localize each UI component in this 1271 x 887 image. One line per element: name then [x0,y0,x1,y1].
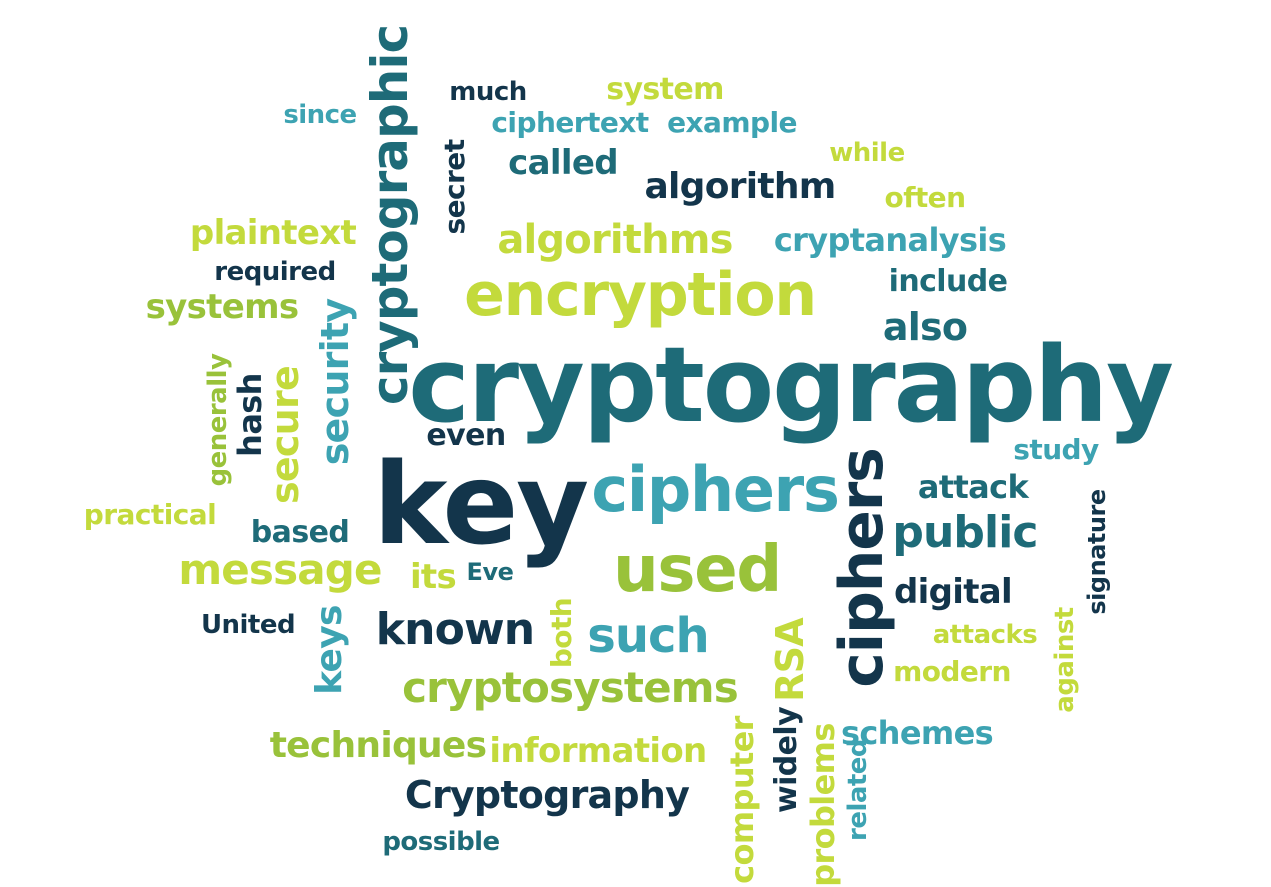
word-ciphers-horizontal: ciphers [591,453,840,526]
word-much: much [449,77,527,107]
word-its: its [409,557,457,597]
word-eve: Eve [466,558,514,586]
word-computer: computer [723,716,761,884]
word-possible: possible [382,827,500,857]
word-called: called [508,143,618,183]
word-known: known [375,604,535,655]
word-cryptanalysis: cryptanalysis [773,221,1007,259]
word-practical: practical [83,498,217,531]
word-include: include [888,264,1008,299]
word-problems: problems [804,723,842,887]
word-plaintext: plaintext [189,213,357,253]
word-widely: widely [769,706,804,814]
word-algorithms: algorithms [497,217,733,263]
word-used: used [613,533,782,607]
word-cryptography-capitalized: Cryptography [404,773,690,817]
word-ciphertext: ciphertext [491,106,649,139]
word-such: such [587,608,709,664]
word-public: public [892,507,1038,558]
word-also: also [882,305,968,349]
word-secure: secure [263,366,307,504]
word-example: example [667,106,797,139]
word-cryptography-large: cryptography [408,324,1174,446]
word-often: often [884,181,966,214]
word-digital: digital [893,572,1013,612]
word-security: security [313,298,357,466]
word-key: key [373,440,589,570]
word-modern: modern [893,655,1011,688]
word-information: information [489,731,707,771]
word-message: message [178,545,382,594]
word-systems: systems [145,287,300,327]
word-cryptographic: cryptographic [361,24,419,406]
word-generally: generally [203,353,233,487]
word-attacks: attacks [932,620,1038,650]
word-signature: signature [1083,489,1111,615]
word-algorithm: algorithm [644,166,836,207]
word-encryption: encryption [464,260,817,330]
word-while: while [829,138,905,168]
word-both: both [545,597,578,669]
word-hash: hash [231,373,269,457]
word-required: required [214,257,336,287]
word-system: system [606,72,724,107]
word-united: United [200,610,296,640]
word-based: based [250,515,350,550]
word-techniques: techniques [269,725,487,766]
word-secret: secret [438,139,471,235]
word-keys: keys [309,605,350,695]
word-related: related [843,739,873,841]
word-cryptosystems: cryptosystems [402,663,739,712]
word-attack: attack [917,468,1029,506]
word-schemes: schemes [840,714,994,752]
word-ciphers-vertical: ciphers [827,448,897,688]
word-against: against [1050,607,1080,713]
word-rsa: RSA [768,618,812,702]
word-since: since [283,100,357,130]
word-even: even [426,418,506,453]
word-study: study [1013,433,1099,466]
